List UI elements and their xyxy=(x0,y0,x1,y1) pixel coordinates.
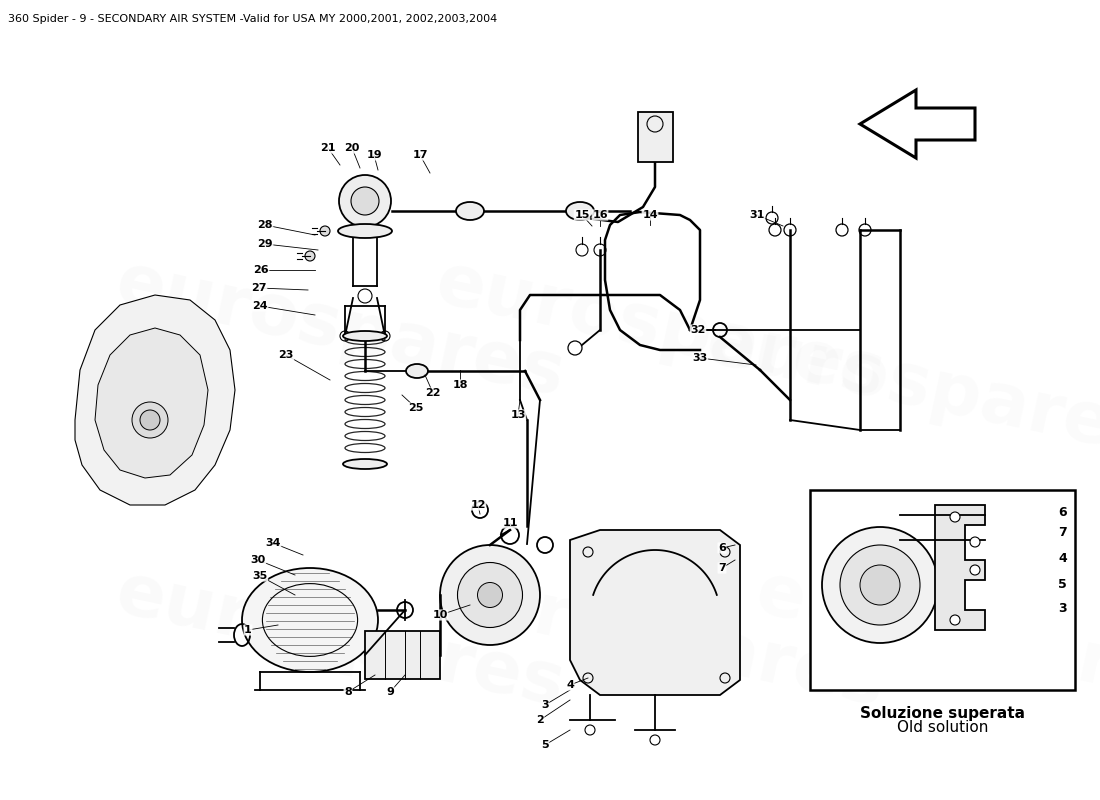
Text: 24: 24 xyxy=(252,301,267,311)
Circle shape xyxy=(440,545,540,645)
Text: 19: 19 xyxy=(366,150,382,160)
Text: 360 Spider - 9 - SECONDARY AIR SYSTEM -Valid for USA MY 2000,2001, 2002,2003,200: 360 Spider - 9 - SECONDARY AIR SYSTEM -V… xyxy=(8,14,497,24)
Text: 9: 9 xyxy=(386,687,394,697)
Text: 14: 14 xyxy=(642,210,658,220)
Text: 7: 7 xyxy=(718,563,726,573)
Text: 10: 10 xyxy=(432,610,448,620)
Text: 30: 30 xyxy=(251,555,265,565)
FancyBboxPatch shape xyxy=(365,631,440,679)
Text: 32: 32 xyxy=(691,325,706,335)
Text: 5: 5 xyxy=(541,740,549,750)
FancyBboxPatch shape xyxy=(638,112,673,162)
Text: 17: 17 xyxy=(412,150,428,160)
Circle shape xyxy=(950,512,960,522)
Text: 27: 27 xyxy=(251,283,266,293)
Text: 34: 34 xyxy=(265,538,280,548)
Text: 15: 15 xyxy=(574,210,590,220)
Text: 12: 12 xyxy=(471,500,486,510)
Ellipse shape xyxy=(343,331,387,341)
Circle shape xyxy=(970,537,980,547)
Ellipse shape xyxy=(338,224,392,238)
Ellipse shape xyxy=(566,202,594,220)
Text: 21: 21 xyxy=(320,143,336,153)
Circle shape xyxy=(950,615,960,625)
Polygon shape xyxy=(570,530,740,695)
Text: 4: 4 xyxy=(566,680,574,690)
Text: 2: 2 xyxy=(536,715,543,725)
Ellipse shape xyxy=(456,202,484,220)
Circle shape xyxy=(860,565,900,605)
Text: 25: 25 xyxy=(408,403,424,413)
Text: 20: 20 xyxy=(344,143,360,153)
Text: eurospares: eurospares xyxy=(700,309,1100,471)
Polygon shape xyxy=(75,295,235,505)
Circle shape xyxy=(140,410,159,430)
Ellipse shape xyxy=(406,364,428,378)
Ellipse shape xyxy=(343,459,387,469)
Polygon shape xyxy=(935,505,984,630)
Text: 23: 23 xyxy=(278,350,294,360)
Text: 1: 1 xyxy=(244,625,252,635)
Circle shape xyxy=(132,402,168,438)
Text: 33: 33 xyxy=(692,353,707,363)
Polygon shape xyxy=(95,328,208,478)
Circle shape xyxy=(970,565,980,575)
Text: eurospares: eurospares xyxy=(110,558,571,722)
Text: 29: 29 xyxy=(257,239,273,249)
Text: 3: 3 xyxy=(541,700,549,710)
Circle shape xyxy=(477,582,503,607)
Text: Old solution: Old solution xyxy=(896,720,988,735)
Text: 26: 26 xyxy=(253,265,268,275)
Text: 22: 22 xyxy=(426,388,441,398)
Circle shape xyxy=(840,545,920,625)
Text: 35: 35 xyxy=(252,571,267,581)
Circle shape xyxy=(351,187,380,215)
Text: 7: 7 xyxy=(1058,526,1067,538)
Text: 4: 4 xyxy=(1058,551,1067,565)
Text: 3: 3 xyxy=(1058,602,1067,614)
FancyBboxPatch shape xyxy=(810,490,1075,690)
Text: 11: 11 xyxy=(503,518,518,528)
Ellipse shape xyxy=(242,568,378,672)
Text: 16: 16 xyxy=(592,210,608,220)
Circle shape xyxy=(822,527,938,643)
Text: eurospares: eurospares xyxy=(110,249,571,411)
Circle shape xyxy=(305,251,315,261)
Text: 28: 28 xyxy=(257,220,273,230)
Text: 13: 13 xyxy=(510,410,526,420)
Text: eurospares: eurospares xyxy=(750,558,1100,722)
Text: 31: 31 xyxy=(749,210,764,220)
Text: eurospares: eurospares xyxy=(430,249,891,411)
Polygon shape xyxy=(860,90,975,158)
Circle shape xyxy=(458,562,522,627)
Text: 6: 6 xyxy=(1058,506,1067,518)
Text: eurospares: eurospares xyxy=(430,558,891,722)
Circle shape xyxy=(339,175,390,227)
Text: 6: 6 xyxy=(718,543,726,553)
Text: 18: 18 xyxy=(452,380,468,390)
Circle shape xyxy=(320,226,330,236)
Text: 8: 8 xyxy=(344,687,352,697)
Text: Soluzione superata: Soluzione superata xyxy=(860,706,1025,721)
Text: 5: 5 xyxy=(1058,578,1067,591)
